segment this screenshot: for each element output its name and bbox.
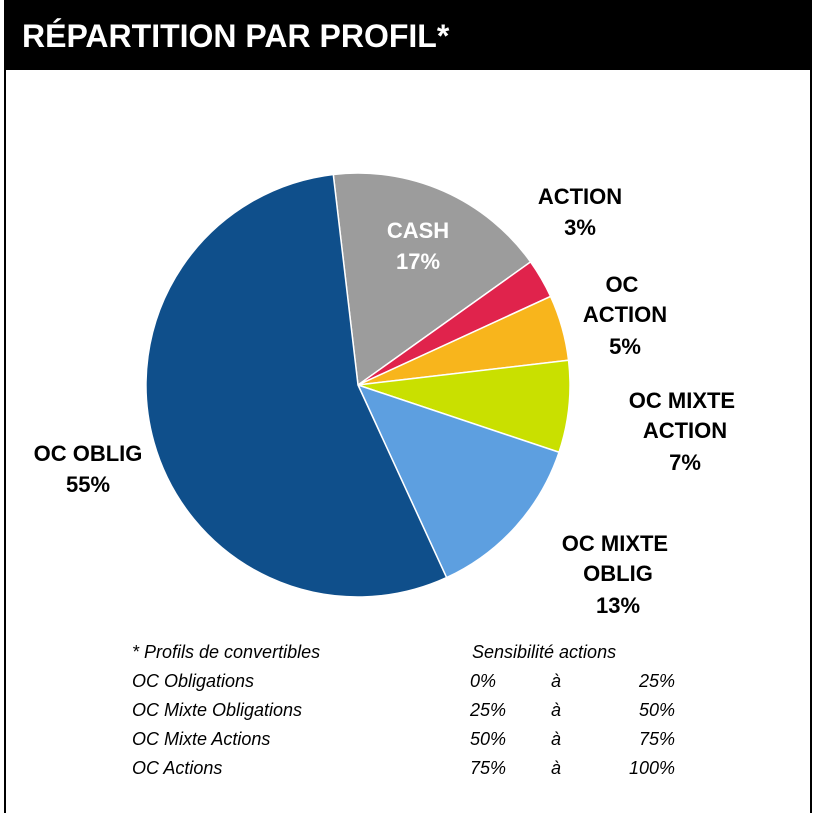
footnote-cell: OC Actions	[132, 758, 222, 778]
footnote-cell: 50%	[639, 700, 675, 720]
slice-label: ACTION	[538, 184, 622, 209]
footnote-cell: OC Mixte Obligations	[132, 700, 302, 720]
slice-label: OC OBLIG	[34, 441, 143, 466]
footnote-header: Sensibilité actions	[472, 642, 616, 662]
footnote-cell: à	[551, 700, 561, 720]
footnote-cell: à	[551, 729, 561, 749]
slice-label: CASH	[387, 218, 449, 243]
pie-slice	[145, 173, 448, 598]
labels: CASH 17% ACTION 3% OC ACTION 5% OC MIXTE ACTIO…	[34, 184, 742, 618]
footnote: * Profils de convertibles Sensibilité act…	[132, 642, 675, 778]
value-label: 13%	[596, 593, 640, 618]
pie	[145, 172, 571, 598]
chart-title: RÉPARTITION PAR PROFIL*	[22, 18, 450, 54]
pie-slice	[356, 383, 560, 579]
footnote-cell: 75%	[639, 729, 675, 749]
value-label: 5%	[609, 334, 641, 359]
footnote-cell: 0%	[470, 671, 496, 691]
footnote-cell: 75%	[470, 758, 506, 778]
footnote-cell: 25%	[469, 700, 506, 720]
value-label: 7%	[669, 450, 701, 475]
footnote-cell: à	[551, 671, 561, 691]
slice-label: OC MIXTE ACTION	[629, 388, 741, 443]
footnote-cell: OC Mixte Actions	[132, 729, 270, 749]
slice-label: OC ACTION	[583, 272, 667, 327]
footnote-cell: à	[551, 758, 561, 778]
value-label: 3%	[564, 215, 596, 240]
header-bar	[5, 0, 811, 70]
footnote-cell: 25%	[638, 671, 675, 691]
footnote-header: * Profils de convertibles	[132, 642, 320, 662]
slice-label: OC MIXTE OBLIG	[562, 531, 674, 586]
value-label: 55%	[66, 472, 110, 497]
footnote-cell: OC Obligations	[132, 671, 254, 691]
footnote-cell: 50%	[470, 729, 506, 749]
pie-slice	[332, 172, 532, 387]
footnote-cell: 100%	[629, 758, 675, 778]
value-label: 17%	[396, 249, 440, 274]
